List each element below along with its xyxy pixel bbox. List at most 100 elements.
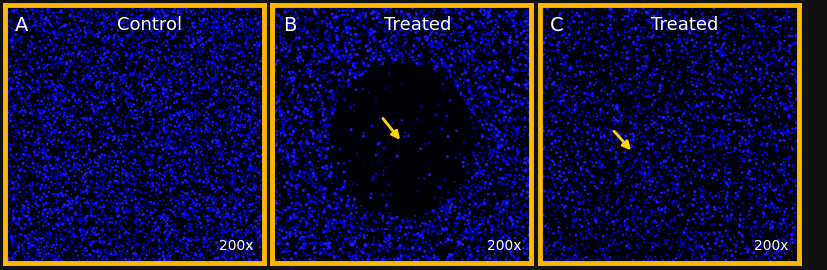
Point xyxy=(737,157,750,161)
Point xyxy=(100,36,113,40)
Point xyxy=(202,161,215,166)
Point xyxy=(287,87,300,92)
Point xyxy=(442,237,455,241)
Point xyxy=(116,201,129,205)
Point xyxy=(4,119,17,123)
Point xyxy=(212,184,225,189)
Point xyxy=(723,132,736,136)
Point xyxy=(411,36,424,40)
Point xyxy=(733,247,746,251)
Point xyxy=(273,148,286,152)
Point xyxy=(681,260,694,265)
Point xyxy=(635,11,648,16)
Point xyxy=(589,236,602,240)
Point xyxy=(586,16,600,20)
Point xyxy=(232,84,246,88)
Point xyxy=(433,40,447,44)
Point xyxy=(660,183,673,187)
Point xyxy=(112,138,126,142)
Point xyxy=(215,237,228,241)
Point xyxy=(88,190,102,194)
Point xyxy=(51,130,65,135)
Point xyxy=(284,183,298,187)
Point xyxy=(519,63,533,67)
Point xyxy=(382,29,395,33)
Point xyxy=(290,114,304,118)
Point xyxy=(266,46,280,50)
Point xyxy=(519,19,533,23)
Point xyxy=(7,103,21,108)
Point xyxy=(85,242,98,246)
Point xyxy=(562,184,575,188)
Point xyxy=(105,181,118,186)
Point xyxy=(515,165,528,169)
Point xyxy=(284,164,297,168)
Point xyxy=(117,208,130,213)
Point xyxy=(540,22,553,26)
Point xyxy=(653,176,667,180)
Point xyxy=(36,107,49,111)
Point xyxy=(393,245,406,250)
Point xyxy=(753,173,767,177)
Point xyxy=(84,148,97,153)
Point xyxy=(503,258,516,262)
Point xyxy=(720,12,734,16)
Point xyxy=(48,15,61,19)
Point xyxy=(107,77,120,81)
Point xyxy=(597,68,610,72)
Point xyxy=(130,73,143,77)
Point xyxy=(158,54,171,59)
Point xyxy=(542,190,555,194)
Point xyxy=(503,110,516,114)
Point xyxy=(322,57,335,61)
Point xyxy=(118,79,131,83)
Point xyxy=(8,15,22,19)
Point xyxy=(93,14,106,19)
Point xyxy=(96,93,109,97)
Point xyxy=(43,123,56,127)
Point xyxy=(558,204,571,208)
Point xyxy=(57,168,70,172)
Point xyxy=(40,154,53,158)
Point xyxy=(761,141,774,146)
Point xyxy=(142,159,155,164)
Point xyxy=(146,117,160,121)
Point xyxy=(156,166,170,170)
Point xyxy=(300,154,313,158)
Point xyxy=(323,123,336,127)
Point xyxy=(41,7,55,11)
Point xyxy=(783,52,796,56)
Point xyxy=(75,54,88,58)
Point xyxy=(222,12,236,16)
Point xyxy=(238,34,251,38)
Point xyxy=(741,13,754,17)
Point xyxy=(366,16,380,21)
Point xyxy=(429,255,442,259)
Point xyxy=(420,254,433,258)
Point xyxy=(111,71,124,75)
Point xyxy=(6,215,19,220)
Point xyxy=(774,248,787,253)
Point xyxy=(344,26,357,30)
Point xyxy=(458,84,471,88)
Point xyxy=(151,9,165,13)
Point xyxy=(476,63,489,68)
Point xyxy=(50,13,64,18)
Point xyxy=(461,78,475,82)
Point xyxy=(378,38,391,42)
Point xyxy=(402,255,415,259)
Point xyxy=(98,34,112,38)
Point xyxy=(6,123,19,128)
Point xyxy=(600,20,613,25)
Point xyxy=(230,88,243,92)
Point xyxy=(189,111,202,116)
Point xyxy=(12,91,25,95)
Point xyxy=(729,197,743,201)
Point xyxy=(757,86,770,91)
Point xyxy=(772,24,785,28)
Point xyxy=(565,208,578,213)
Point xyxy=(768,137,782,141)
Point xyxy=(387,4,400,8)
Point xyxy=(636,67,649,71)
Point xyxy=(787,110,801,114)
